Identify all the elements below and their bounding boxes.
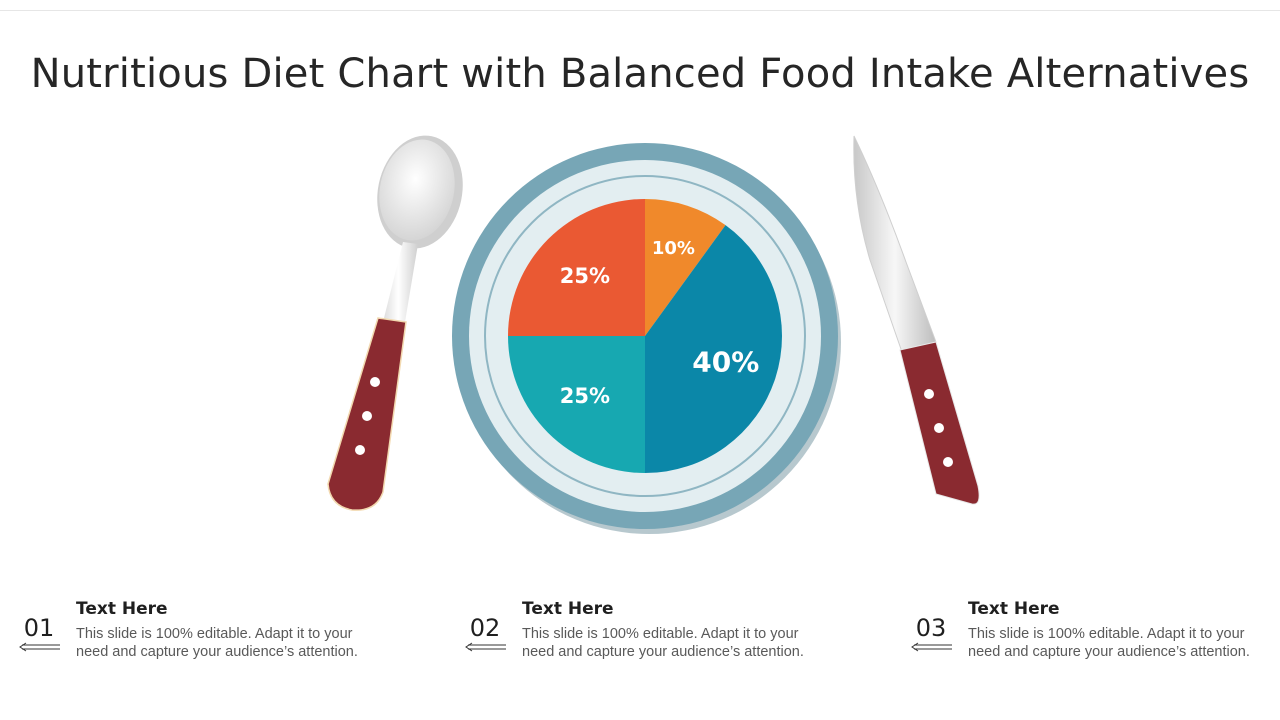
info-item-1: 01 Text Here This slide is 100% editable… bbox=[16, 598, 358, 678]
info-item-3: 03 Text Here This slide is 100% editable… bbox=[908, 598, 1250, 678]
item-number: 02 bbox=[469, 614, 501, 642]
item-number: 01 bbox=[23, 614, 55, 642]
item-text: This slide is 100% editable. Adapt it to… bbox=[522, 626, 804, 660]
item-text: This slide is 100% editable. Adapt it to… bbox=[968, 626, 1250, 660]
spoon-icon bbox=[327, 135, 463, 511]
left-arrow-icon bbox=[465, 642, 506, 652]
pie-slice-1 bbox=[645, 199, 726, 336]
left-arrow-icon bbox=[19, 642, 60, 652]
pie-slice-label-3: 25% bbox=[560, 384, 610, 408]
pie-slice-3 bbox=[508, 336, 645, 473]
left-arrow-icon bbox=[911, 642, 952, 652]
pie-slice-label-2: 40% bbox=[692, 346, 759, 379]
info-item-2: 02 Text Here This slide is 100% editable… bbox=[462, 598, 804, 678]
pie-chart: 10% 40% 25% 25% bbox=[508, 199, 782, 473]
item-heading: Text Here bbox=[968, 599, 1060, 619]
pie-slice-label-1: 10% bbox=[652, 238, 695, 259]
knife-icon bbox=[853, 135, 980, 505]
diet-chart-scene: 10% 40% 25% 25% bbox=[327, 135, 980, 534]
pie-slice-label-4: 25% bbox=[560, 264, 610, 288]
page-title: Nutritious Diet Chart with Balanced Food… bbox=[30, 50, 1250, 97]
item-heading: Text Here bbox=[522, 599, 614, 619]
item-number: 03 bbox=[915, 614, 947, 642]
pie-slice-2 bbox=[645, 225, 782, 473]
top-divider bbox=[0, 10, 1280, 11]
pie-slice-4 bbox=[508, 199, 645, 336]
item-heading: Text Here bbox=[76, 599, 168, 619]
item-text: This slide is 100% editable. Adapt it to… bbox=[76, 626, 358, 660]
